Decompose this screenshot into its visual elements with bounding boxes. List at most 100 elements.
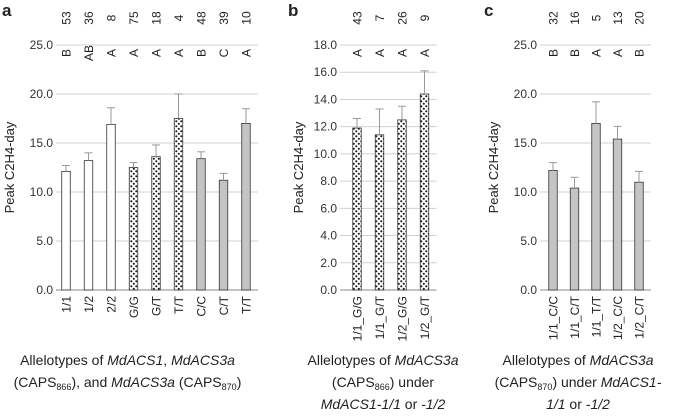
caption-a-text-4: ), and [71,374,112,390]
bar [634,181,644,291]
x-tick-label: 1/2_G/G [396,296,410,341]
bar [548,170,558,291]
significance-group-label: A [611,49,625,57]
y-tick-label: 8.0 [320,174,337,188]
caption-c: Allelotypes of MdACS3a (CAPS870) under M… [478,349,678,415]
bar [419,93,430,291]
sample-size-label: 8 [105,14,119,21]
caption-b-gene-3: -1/2 [421,396,446,412]
caption-b-sub-1: 866 [374,382,390,392]
significance-group-label: A [590,49,604,57]
x-tick-label: 1/2_C/C [611,296,625,340]
caption-b-text-1: Allelotypes of [307,352,395,368]
sample-size-label: 13 [611,11,625,25]
caption-b: Allelotypes of MdACS3a (CAPS866) under M… [288,349,478,415]
caption-a-gene-3: MdACS3a [111,374,175,390]
caption-a: Allelotypes of MdACS1, MdACS3a (CAPS866)… [0,349,255,393]
caption-b-text-4: or [400,396,422,412]
x-tick-label: G/T [150,295,164,316]
x-tick-label: 1/1_C/T [568,295,582,338]
x-tick-label: 1/2 [82,296,96,313]
y-tick-label: 4.0 [320,229,337,243]
x-tick-label: 1/1_G/G [351,296,365,341]
bar [374,134,385,291]
y-tick-label: 0.0 [520,283,537,297]
sample-size-label: 18 [150,11,164,25]
caption-b-gene-1: MdACS3a [394,352,459,368]
y-axis-label: Peak C2H4-day [486,121,501,213]
sample-size-label: 53 [60,11,74,25]
caption-a-text-2: , [163,352,172,368]
panel-c-chart: c Peak C2H4-day 0.0 5.0 10.0 15.0 20.0 25.0 1/1_… [484,1,651,340]
y-tick-label: 20.0 [30,87,54,101]
significance-group-label: A [127,49,141,57]
significance-group-label: A [172,49,186,57]
panel-label: c [484,1,493,20]
bar [352,127,362,291]
significance-group-label: B [60,49,74,57]
y-tick-label: 15.0 [514,136,538,150]
significance-group-label: A [150,49,164,57]
caption-a-text-3: (CAPS [13,374,57,390]
significance-group-label: B [568,49,582,57]
sample-size-label: 26 [396,11,410,25]
x-tick-label: T/T [240,295,254,314]
caption-a-text-5: (CAPS [174,374,222,390]
bar [397,119,407,291]
sample-size-label: 32 [547,11,561,25]
caption-c-text-1: Allelotypes of [502,352,590,368]
sample-size-label: 75 [127,11,141,25]
x-tick-label: C/T [217,295,231,315]
bar [612,138,623,291]
panel-label: a [2,1,12,20]
y-tick-label: 5.0 [36,234,53,248]
sample-size-label: 4 [172,14,186,21]
caption-b-text-2: (CAPS [331,374,375,390]
caption-c-gene-1: MdACS3a [589,352,654,368]
y-tick-label: 25.0 [30,38,54,52]
sample-size-label: 39 [217,11,231,25]
caption-b-gene-2: MdACS1-1/1 [320,396,401,412]
y-tick-label: 20.0 [514,87,538,101]
x-tick-label: 1/1_C/C [547,296,561,340]
sample-size-label: 43 [351,11,365,25]
sample-size-label: 9 [418,14,432,21]
significance-group-label: A [373,49,387,57]
y-tick-label: 18.0 [314,38,338,52]
caption-a-gene-2: MdACS3a [171,352,235,368]
bar [173,118,184,291]
caption-c-text-4: or [565,396,586,412]
y-axis-label: Peak C2H4-day [2,121,17,213]
significance-group-label: B [633,49,647,57]
caption-c-gene-2: MdACS1- [600,374,662,390]
y-tick-label: 5.0 [520,234,537,248]
x-tick-label: 1/2_C/T [633,295,647,338]
significance-group-label: A [351,49,365,57]
y-tick-label: 2.0 [320,256,337,270]
panel-label: b [288,1,298,20]
significance-group-label: B [547,49,561,57]
caption-c-text-3: ) under [552,374,601,390]
y-tick-label: 16.0 [314,65,338,79]
bar [241,123,251,291]
caption-c-gene-4: -1/2 [585,396,610,412]
caption-a-sub-2: 870 [221,382,237,392]
bar [218,179,229,291]
sample-size-label: 7 [373,14,387,21]
sample-size-label: 36 [82,11,96,25]
x-tick-label: C/C [195,296,209,317]
x-tick-label: 2/2 [105,296,119,313]
caption-a-text-6: ) [236,374,242,390]
sample-size-label: 16 [568,11,582,25]
y-tick-label: 6.0 [320,201,337,215]
sample-size-label: 10 [240,11,254,25]
bar [61,171,71,291]
y-tick-label: 0.0 [36,283,53,297]
y-tick-label: 0.0 [320,283,337,297]
bar [196,158,206,291]
caption-c-text-2: (CAPS [494,374,538,390]
caption-c-sub-1: 870 [537,382,553,392]
x-tick-label: 1/2_G/T [418,295,432,339]
significance-group-label: C [217,48,231,57]
